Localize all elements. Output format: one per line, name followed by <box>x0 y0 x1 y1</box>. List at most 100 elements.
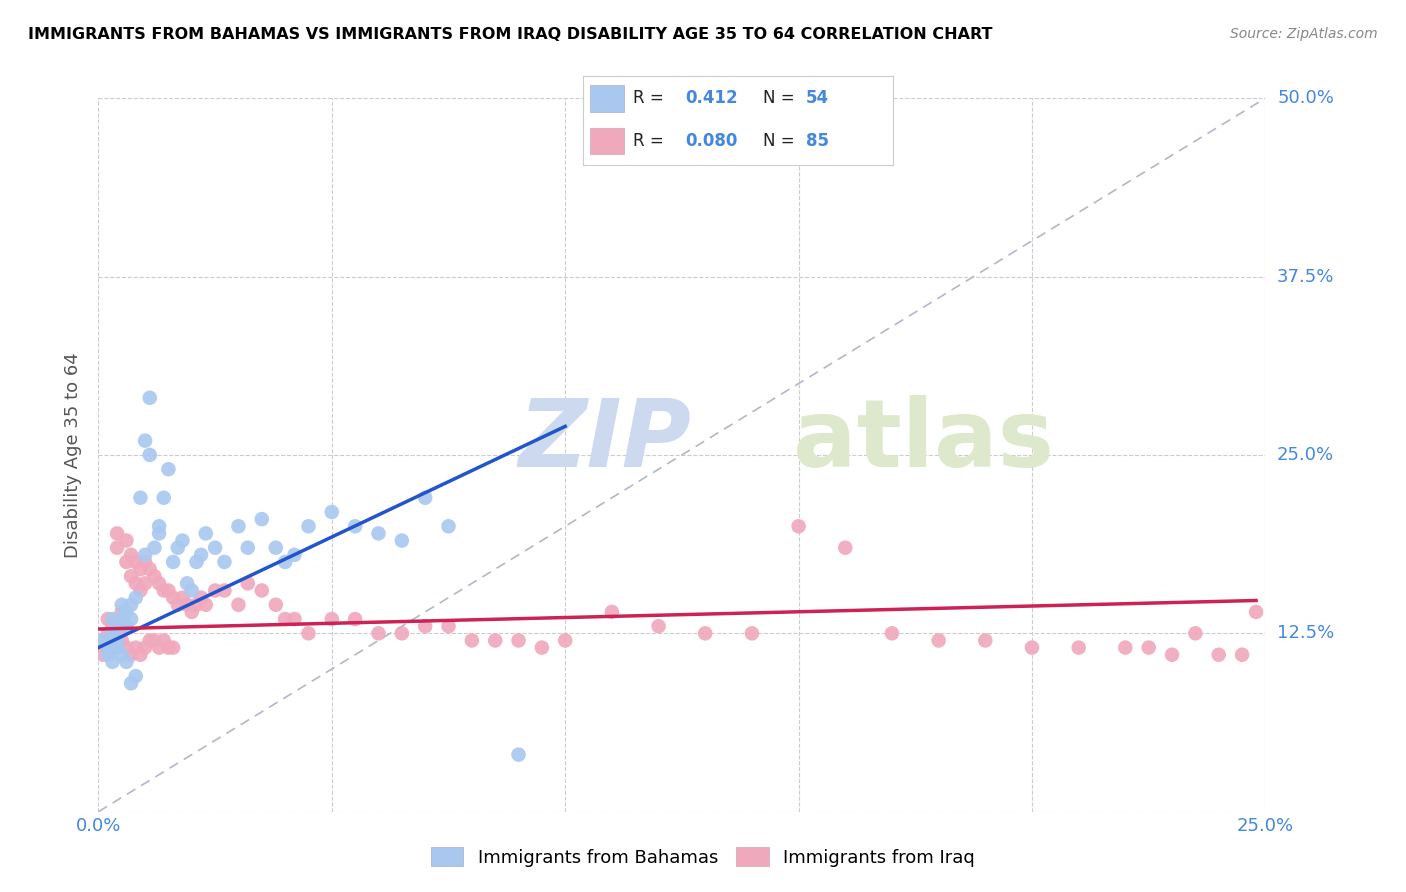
Point <box>105 541 128 555</box>
Point <box>125 640 148 655</box>
Point <box>111 612 134 626</box>
Point <box>274 612 297 626</box>
Point <box>834 541 856 555</box>
Point <box>125 555 148 569</box>
Point <box>180 605 202 619</box>
Point <box>125 591 148 605</box>
Point <box>139 562 162 576</box>
Point <box>186 555 208 569</box>
Text: N =: N = <box>763 89 794 107</box>
Point <box>115 619 138 633</box>
Legend: Immigrants from Bahamas, Immigrants from Iraq: Immigrants from Bahamas, Immigrants from… <box>423 840 983 874</box>
Point <box>157 640 180 655</box>
Text: IMMIGRANTS FROM BAHAMAS VS IMMIGRANTS FROM IRAQ DISABILITY AGE 35 TO 64 CORRELAT: IMMIGRANTS FROM BAHAMAS VS IMMIGRANTS FR… <box>28 27 993 42</box>
Point <box>148 526 170 541</box>
Point <box>344 612 367 626</box>
Point <box>166 598 188 612</box>
Point <box>297 519 319 533</box>
Point <box>554 633 576 648</box>
Point <box>157 583 180 598</box>
Point <box>97 626 120 640</box>
Text: 54: 54 <box>806 89 830 107</box>
FancyBboxPatch shape <box>589 85 624 112</box>
Point <box>880 626 903 640</box>
Point <box>105 619 128 633</box>
Point <box>139 391 162 405</box>
FancyBboxPatch shape <box>589 128 624 154</box>
Point <box>115 605 138 619</box>
Point <box>120 676 142 690</box>
Point <box>97 648 120 662</box>
Point <box>1208 648 1230 662</box>
Point <box>162 591 184 605</box>
Point <box>194 598 217 612</box>
Point <box>120 648 142 662</box>
Point <box>105 526 128 541</box>
Point <box>283 612 305 626</box>
Point <box>391 533 413 548</box>
Point <box>190 591 212 605</box>
Point <box>508 633 530 648</box>
Point <box>101 640 124 655</box>
Point <box>1114 640 1136 655</box>
Point <box>120 598 142 612</box>
Point <box>172 533 194 548</box>
Point <box>134 576 156 591</box>
Point <box>111 598 134 612</box>
Point <box>134 548 156 562</box>
Point <box>741 626 763 640</box>
Point <box>101 626 124 640</box>
Point <box>105 633 128 648</box>
Point <box>214 583 236 598</box>
Text: 12.5%: 12.5% <box>1277 624 1334 642</box>
Point <box>437 519 460 533</box>
Point <box>228 598 250 612</box>
Point <box>134 555 156 569</box>
Point <box>1021 640 1043 655</box>
Point <box>413 491 436 505</box>
Point <box>120 612 142 626</box>
Point <box>152 633 174 648</box>
Point <box>1184 626 1206 640</box>
Point <box>134 640 156 655</box>
Point <box>1230 648 1253 662</box>
Text: 25.0%: 25.0% <box>1277 446 1334 464</box>
Point <box>176 576 198 591</box>
Point <box>157 462 180 476</box>
Text: 50.0%: 50.0% <box>1277 89 1334 107</box>
Point <box>413 619 436 633</box>
Text: atlas: atlas <box>793 394 1053 487</box>
Point <box>91 648 114 662</box>
Point <box>115 640 138 655</box>
Point <box>152 583 174 598</box>
Point <box>129 648 152 662</box>
Y-axis label: Disability Age 35 to 64: Disability Age 35 to 64 <box>65 352 83 558</box>
Point <box>283 548 305 562</box>
Point <box>129 562 152 576</box>
Point <box>120 569 142 583</box>
Point <box>115 555 138 569</box>
Point <box>264 541 287 555</box>
Point <box>484 633 506 648</box>
Point <box>236 576 259 591</box>
Point <box>166 541 188 555</box>
Text: N =: N = <box>763 132 794 150</box>
Point <box>228 519 250 533</box>
Point <box>111 619 134 633</box>
Point <box>105 633 128 648</box>
Point <box>250 583 273 598</box>
Point <box>190 548 212 562</box>
Point <box>974 633 997 648</box>
Point <box>194 526 217 541</box>
Point <box>1161 648 1184 662</box>
Point <box>172 591 194 605</box>
Point <box>91 633 114 648</box>
Text: Source: ZipAtlas.com: Source: ZipAtlas.com <box>1230 27 1378 41</box>
Point <box>125 669 148 683</box>
Point <box>321 612 343 626</box>
Point <box>143 633 166 648</box>
Point <box>461 633 484 648</box>
Point <box>264 598 287 612</box>
Point <box>129 583 152 598</box>
Point <box>647 619 669 633</box>
